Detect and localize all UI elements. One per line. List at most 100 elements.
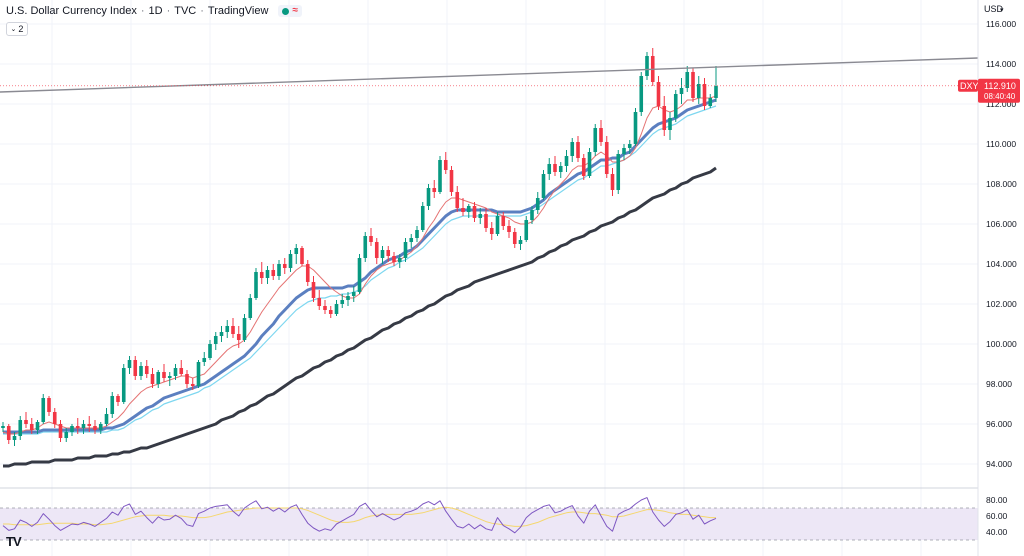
candle: [392, 252, 396, 266]
symbol-title[interactable]: U.S. Dollar Currency Index: [6, 5, 137, 17]
candle: [70, 424, 74, 436]
candle-body: [610, 174, 615, 190]
candle-body: [518, 240, 523, 244]
chevron-down-icon[interactable]: ▾: [1000, 7, 1004, 14]
trend-line[interactable]: [0, 57, 979, 93]
legend-separator: ·: [140, 5, 145, 17]
candle: [662, 96, 667, 136]
candle: [541, 170, 546, 200]
candle-body: [236, 334, 241, 340]
candle-body: [317, 298, 322, 306]
candle: [225, 320, 230, 338]
candle: [420, 202, 425, 232]
candle: [271, 264, 276, 280]
candle-body: [558, 166, 563, 172]
candle: [472, 202, 477, 222]
candle: [415, 226, 419, 242]
tradingview-logo[interactable]: TV: [6, 534, 22, 549]
candle: [87, 416, 92, 432]
candle-body: [162, 372, 166, 378]
candle-body: [133, 360, 138, 376]
rsi-lines: [2, 497, 717, 534]
candle: [110, 392, 115, 418]
candle: [236, 326, 241, 348]
candle-body: [300, 248, 304, 264]
currency-label[interactable]: USD: [984, 4, 1004, 14]
candle-body: [173, 368, 178, 376]
candle: [558, 162, 563, 178]
candle: [604, 136, 609, 178]
candle-body: [472, 206, 477, 218]
candle: [288, 250, 293, 272]
candle: [702, 78, 707, 110]
candle: [380, 246, 385, 264]
candle: [714, 66, 718, 102]
candle-body: [702, 84, 707, 106]
candle: [357, 254, 362, 294]
chart-legend[interactable]: U.S. Dollar Currency Index · 1D · TVC · …: [6, 5, 302, 17]
candle: [403, 238, 408, 262]
candle: [334, 300, 339, 316]
candle: [156, 370, 161, 388]
source-label: TVC: [174, 5, 197, 17]
candle-body: [409, 238, 414, 242]
candle: [93, 420, 97, 434]
bar-countdown: 08:40:40: [984, 92, 1016, 101]
candle-body: [167, 376, 172, 378]
price-tick-label: 112.000: [986, 99, 1016, 109]
candle-body: [461, 208, 465, 212]
candle-body: [150, 374, 155, 384]
candle: [535, 192, 540, 214]
rsi-line: [2, 497, 717, 534]
candle: [75, 418, 80, 434]
candles: [1, 48, 718, 446]
candle-body: [294, 248, 299, 254]
candle: [18, 416, 23, 440]
market-status-icon: [282, 7, 290, 15]
candle: [478, 208, 483, 224]
candle-body: [116, 396, 120, 402]
candle: [645, 52, 649, 80]
candle-body: [587, 152, 592, 176]
candle-body: [190, 384, 195, 386]
candle: [317, 290, 322, 310]
candle: [593, 124, 598, 156]
candle: [47, 396, 51, 416]
price-axis[interactable]: USD ▾ 116.000 114.000 112.000 110.000 108.00…: [958, 0, 1020, 556]
candle: [351, 286, 356, 302]
candle: [369, 228, 373, 246]
candle-body: [714, 86, 718, 98]
candle-body: [403, 242, 408, 258]
candle: [616, 150, 621, 194]
rsi-tick-label: 60.00: [986, 511, 1008, 521]
candle: [64, 428, 69, 442]
candle: [633, 108, 638, 146]
candle-body: [52, 412, 57, 424]
candle-body: [363, 236, 368, 258]
rsi-band: [0, 508, 978, 540]
candle: [639, 72, 644, 116]
indicators-collapse-button[interactable]: ⌄ 2: [6, 22, 28, 36]
rsi-tick-label: 40.00: [986, 527, 1008, 537]
interval-label[interactable]: 1D: [148, 5, 163, 17]
candle-body: [98, 424, 103, 430]
status-badge[interactable]: ≈: [278, 5, 302, 17]
candle-body: [277, 264, 281, 276]
price-tick-label: 116.000: [986, 19, 1016, 29]
candle: [489, 222, 494, 240]
candle-body: [81, 424, 86, 428]
chevron-down-icon: ⌄: [10, 26, 17, 33]
candle: [242, 314, 247, 342]
candle-body: [219, 332, 224, 336]
candle-body: [581, 158, 586, 176]
price-grid: [0, 0, 978, 488]
candle-body: [645, 56, 649, 76]
candle-body: [12, 436, 17, 440]
rsi-ma-line: [3, 506, 716, 527]
candle: [144, 360, 149, 378]
candle: [35, 420, 40, 434]
price-tick-label: 96.000: [986, 419, 1012, 429]
price-tick-label: 94.000: [986, 459, 1012, 469]
candle-body: [121, 368, 126, 402]
